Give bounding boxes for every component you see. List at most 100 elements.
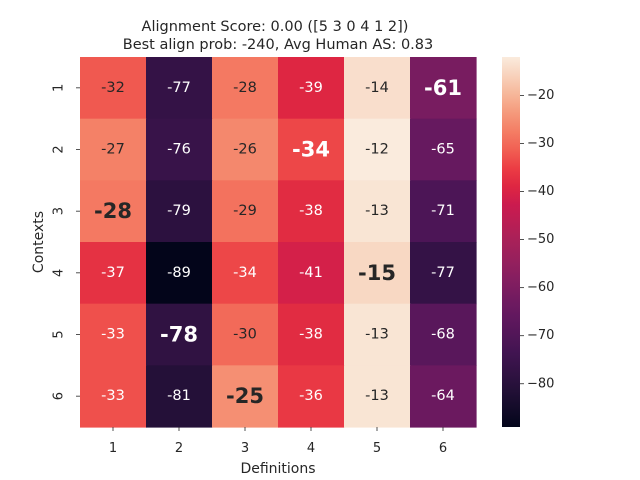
cell-value-label-r6-c2: -81 [167,388,191,404]
cell-value-label-r1-c3: -28 [233,80,257,96]
cell-value-label-r2-c5: -12 [365,142,389,158]
cell-value-label-r1-c4: -39 [299,80,323,96]
heatmap-cells: -32 -77 -28 -39 -14 -61 -27 -76 -26 -34 -12 -65 -28 -… [80,57,477,428]
x-tick-label: 2 [175,441,183,456]
colorbar-tick-label: −30 [527,136,554,151]
heatmap-cell-r5-c6 [410,303,477,366]
heatmap-cell-r6-c1 [80,365,147,428]
cell-value-label-r5-c6: -68 [431,327,455,343]
cell-value-label-r3-c1: -28 [94,199,132,223]
cell-value-label-r5-c5: -13 [365,327,389,343]
cell-value-label-r6-c3: -25 [226,384,264,408]
cell-value-label-r2-c4: -34 [292,138,330,162]
heatmap-cell-r1-c6 [410,57,477,120]
cell-value-label-r3-c4: -38 [299,203,323,219]
heatmap-cell-r3-c3 [212,180,279,243]
cell-value-label-r4-c3: -34 [233,265,257,281]
heatmap-cell-r3-c4 [278,180,345,243]
heatmap-cell-r5-c2 [146,303,213,366]
cell-value-label-r3-c5: -13 [365,203,389,219]
x-tick-label: 5 [373,441,381,456]
heatmap-cell-r1-c5 [344,57,411,120]
colorbar-tick-label: −20 [527,88,554,103]
colorbar-tick-label: −70 [527,328,554,343]
colorbar-tick-label: −80 [527,376,554,391]
heatmap-cell-r6-c4 [278,365,345,428]
y-tick-label: 6 [52,392,67,400]
cell-value-label-r4-c2: -89 [167,265,191,281]
cell-value-label-r3-c6: -71 [431,203,455,219]
cell-value-label-r5-c1: -33 [101,327,125,343]
heatmap-cell-r3-c1 [80,180,147,243]
cell-value-label-r4-c4: -41 [299,265,323,281]
heatmap-cell-r4-c1 [80,242,147,305]
heatmap-cell-r4-c3 [212,242,279,305]
cell-value-label-r6-c4: -36 [299,388,323,404]
cell-value-label-r2-c2: -76 [167,142,191,158]
heatmap-cell-r5-c5 [344,303,411,366]
y-tick-label: 5 [52,330,67,338]
heatmap-cell-r4-c5 [344,242,411,305]
cell-value-label-r6-c6: -64 [431,388,455,404]
heatmap-cell-r3-c6 [410,180,477,243]
x-tick-labels: 1 2 3 4 5 6 [109,427,447,456]
heatmap-cell-r2-c3 [212,118,279,181]
heatmap-cell-r4-c6 [410,242,477,305]
y-tick-label: 2 [52,145,67,153]
y-tick-label: 3 [52,207,67,215]
heatmap-cell-r1-c4 [278,57,345,120]
heatmap-cell-r4-c4 [278,242,345,305]
cell-value-label-r6-c1: -33 [101,388,125,404]
cell-value-label-r1-c6: -61 [424,76,462,100]
cell-value-label-r6-c5: -13 [365,388,389,404]
heatmap-cell-r3-c5 [344,180,411,243]
x-tick-label: 1 [109,441,117,456]
cell-value-label-r3-c2: -79 [167,203,191,219]
chart-title-line-1: Alignment Score: 0.00 ([5 3 0 4 1 2]) [142,19,409,35]
cell-value-label-r1-c1: -32 [101,80,125,96]
colorbar-tick-label: −50 [527,232,554,247]
y-tick-label: 1 [52,84,67,92]
x-tick-label: 4 [307,441,315,456]
cell-value-label-r5-c3: -30 [233,327,257,343]
cell-value-label-r1-c2: -77 [167,80,191,96]
cell-value-label-r4-c5: -15 [358,261,396,285]
x-tick-label: 6 [439,441,447,456]
heatmap-cell-r2-c6 [410,118,477,181]
heatmap-cell-r6-c6 [410,365,477,428]
colorbar-tick-label: −40 [527,184,554,199]
heatmap-cell-r6-c5 [344,365,411,428]
y-tick-label: 4 [52,269,67,277]
y-tick-labels: 1 2 3 4 5 6 [52,84,80,400]
heatmap-cell-r5-c1 [80,303,147,366]
heatmap-cell-r1-c1 [80,57,147,120]
cell-value-label-r2-c6: -65 [431,142,455,158]
cell-value-label-r4-c1: -37 [101,265,125,281]
heatmap-cell-r2-c2 [146,118,213,181]
heatmap-cell-r2-c5 [344,118,411,181]
cell-value-label-r1-c5: -14 [365,80,389,96]
chart-title-line-2: Best align prob: -240, Avg Human AS: 0.8… [123,37,433,53]
heatmap-cell-r1-c2 [146,57,213,120]
x-tick-label: 3 [241,441,249,456]
heatmap-cell-r6-c3 [212,365,279,428]
colorbar: −20 −30 −40 −50 −60 −70 −80 [502,57,554,427]
cell-value-label-r2-c3: -26 [233,142,257,158]
cell-value-label-r4-c6: -77 [431,265,455,281]
colorbar-gradient [502,57,520,427]
heatmap-cell-r6-c2 [146,365,213,428]
cell-value-label-r5-c2: -78 [160,323,198,347]
heatmap-cell-r2-c4 [278,118,345,181]
heatmap-cell-r3-c2 [146,180,213,243]
heatmap-cell-r1-c3 [212,57,279,120]
cell-value-label-r2-c1: -27 [101,142,125,158]
heatmap-cell-r5-c4 [278,303,345,366]
cell-value-label-r3-c3: -29 [233,203,257,219]
heatmap-cell-r4-c2 [146,242,213,305]
y-axis-label: Contexts [31,211,47,273]
colorbar-tick-label: −60 [527,280,554,295]
x-axis-label: Definitions [240,461,315,477]
cell-value-label-r5-c4: -38 [299,327,323,343]
heatmap-cell-r2-c1 [80,118,147,181]
